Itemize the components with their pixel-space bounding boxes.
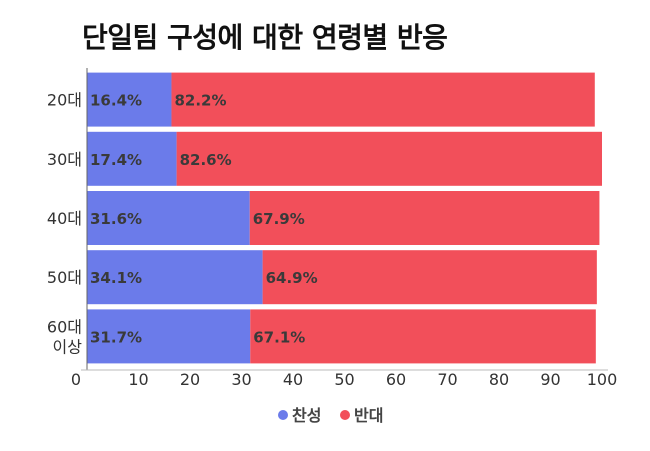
- category-label-line: 30대: [47, 150, 82, 169]
- category-label-1: 30대: [47, 150, 82, 169]
- bar-label-disagree-0: 82.2%: [174, 92, 226, 110]
- legend-marker-agree: [278, 410, 288, 420]
- category-label-3: 50대: [47, 268, 82, 287]
- x-tick-label-40: 40: [283, 370, 303, 389]
- x-tick-label-50: 50: [334, 370, 354, 389]
- x-tick-label-90: 90: [540, 370, 560, 389]
- legend-label-agree: 찬성: [292, 406, 321, 425]
- x-tick-label-10: 10: [128, 370, 148, 389]
- x-tick-label-70: 70: [437, 370, 457, 389]
- bar-label-disagree-4: 67.1%: [253, 328, 305, 346]
- category-label-line: 이상: [53, 337, 83, 356]
- bar-disagree-4: [250, 309, 596, 364]
- x-axis: 0 10 20 30 40 50 60 70 80 90 100: [71, 68, 617, 389]
- x-tick-label-100: 100: [587, 370, 618, 389]
- bar-label-agree-1: 17.4%: [90, 151, 142, 169]
- bar-label-agree-0: 16.4%: [90, 92, 142, 110]
- category-label-2: 40대: [47, 209, 82, 228]
- bar-agree-4: [87, 309, 251, 364]
- bar-disagree-1: [176, 131, 603, 186]
- bar-agree-1: [87, 131, 177, 186]
- bar-labels-layer: 16.4% 82.2% 17.4% 82.6% 31.6% 67.9% 34.1% 64.9%…: [90, 92, 318, 347]
- bar-label-agree-2: 31.6%: [90, 210, 142, 228]
- category-label-0: 20대: [47, 91, 82, 110]
- bar-disagree-2: [249, 191, 600, 245]
- bar-label-disagree-1: 82.6%: [180, 151, 232, 169]
- category-labels-layer: 20대 30대 40대 50대 60대 이상: [47, 91, 82, 357]
- bar-agree-0: [87, 72, 172, 127]
- bar-label-disagree-3: 64.9%: [266, 269, 318, 287]
- bar-label-agree-3: 34.1%: [90, 269, 142, 287]
- x-tick-label-30: 30: [231, 370, 251, 389]
- x-tick-label-80: 80: [489, 370, 509, 389]
- category-label-4: 60대 이상: [47, 317, 82, 356]
- category-label-line: 20대: [47, 91, 82, 110]
- x-tick-label-0: 0: [71, 370, 81, 389]
- legend-label-disagree: 반대: [354, 406, 383, 425]
- bar-disagree-3: [262, 250, 597, 305]
- legend-marker-disagree: [340, 410, 350, 420]
- x-tick-label-20: 20: [180, 370, 200, 389]
- bars-layer: [87, 72, 603, 364]
- x-tick-label-60: 60: [386, 370, 406, 389]
- bar-agree-3: [87, 250, 263, 305]
- category-label-line: 40대: [47, 209, 82, 228]
- bar-label-disagree-2: 67.9%: [253, 210, 305, 228]
- chart-title: 단일팀 구성에 대한 연령별 반응: [82, 21, 448, 54]
- bar-agree-2: [87, 191, 250, 245]
- bar-disagree-0: [171, 72, 595, 127]
- category-label-line: 60대: [47, 317, 82, 336]
- bar-label-agree-4: 31.7%: [90, 328, 142, 346]
- legend: 찬성 반대: [278, 406, 383, 425]
- category-label-line: 50대: [47, 268, 82, 287]
